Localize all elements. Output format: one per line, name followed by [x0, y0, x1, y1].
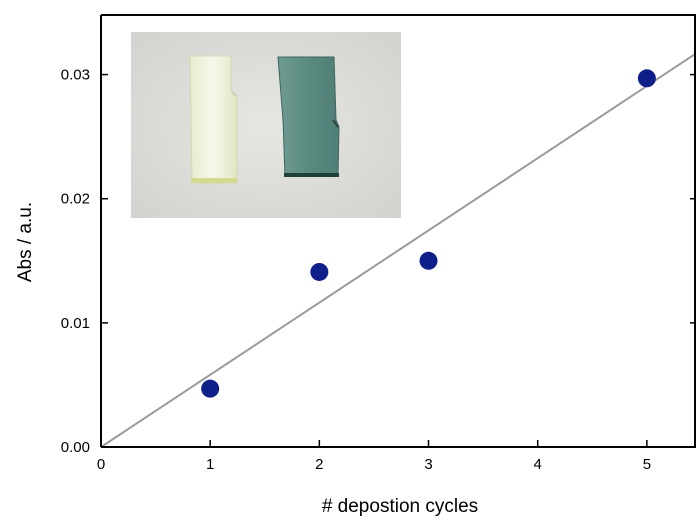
x-tick-label: 3: [424, 456, 432, 473]
data-point: [419, 251, 438, 270]
x-tick-label: 4: [534, 456, 542, 473]
x-tick-label: 1: [206, 456, 214, 473]
fit-line: [100, 52, 696, 448]
photo-inset: [131, 32, 401, 218]
plot-frame: [100, 14, 696, 448]
y-tick-label: 0.02: [61, 191, 90, 208]
x-tick-label: 2: [315, 456, 323, 473]
photo-background: [131, 32, 401, 218]
y-tick-label: 0.00: [61, 439, 90, 456]
y-axis-title: Abs / a.u.: [15, 202, 36, 282]
y-tick-label: 0.01: [61, 315, 90, 332]
x-tick-label: 0: [97, 456, 105, 473]
clear-glass-slide-icon: [189, 55, 238, 184]
x-tick-label: 5: [643, 456, 651, 473]
y-ticks: 0.00 0.01 0.02 0.03: [61, 67, 695, 456]
x-ticks: 0 1 2 3 4 5: [97, 440, 651, 473]
x-axis-title: # depostion cycles: [322, 496, 478, 517]
y-tick-label: 0.03: [61, 67, 90, 84]
data-point: [637, 69, 656, 88]
data-points: [201, 69, 656, 398]
data-point: [201, 379, 220, 398]
coated-glass-slide-icon: [277, 56, 340, 177]
data-point: [310, 262, 329, 281]
